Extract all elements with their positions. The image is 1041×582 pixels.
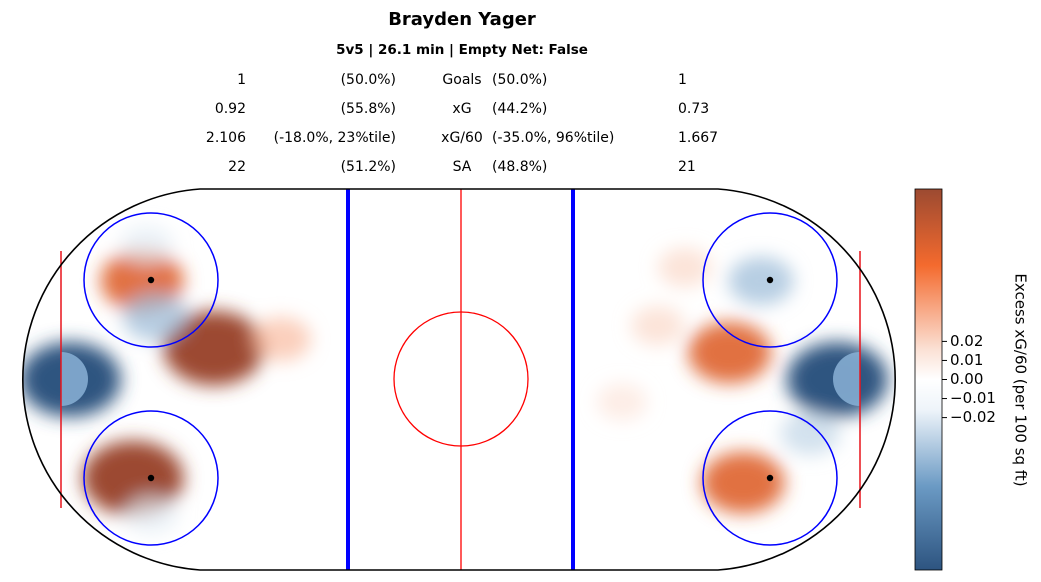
stat-left-value: 2.106 [205, 130, 246, 146]
colorbar-tick-label: 0.01 [950, 351, 983, 369]
colorbar: 0.020.010.00−0.01−0.02 [914, 188, 996, 571]
heatmap-hotspot [122, 292, 189, 341]
stat-row-sa: 22 (51.2%) SA (48.8%) 21 [0, 159, 924, 181]
faceoff-dot [766, 474, 774, 482]
heatmap-hotspot [124, 494, 178, 534]
stat-right-value: 1 [678, 72, 687, 88]
stat-left-pct: (55.8%) [340, 101, 396, 117]
stat-right-pct: (50.0%) [492, 72, 548, 88]
rink-boards [22, 188, 896, 571]
colorbar-label: Excess xG/60 (per 100 sq ft) [1012, 273, 1030, 486]
heatmap-hotspot [251, 317, 311, 362]
stat-left-value: 22 [228, 159, 246, 175]
center-circle [393, 311, 529, 447]
stat-left-pct: (50.0%) [340, 72, 396, 88]
right-goal-crease [833, 352, 860, 406]
faceoff-circle-right-bottom [702, 410, 838, 546]
colorbar-tick-label: −0.01 [950, 389, 996, 407]
colorbar-tick-label: 0.00 [950, 370, 983, 388]
stats-table: 1 (50.0%) Goals (50.0%) 1 0.92 (55.8%) x… [0, 72, 924, 188]
stat-left-value: 0.92 [214, 101, 246, 117]
stat-left-value: 1 [237, 72, 246, 88]
colorbar-tick-label: 0.02 [950, 332, 983, 350]
chart-subtitle: 5v5 | 26.1 min | Empty Net: False [336, 42, 588, 58]
stat-row-xg: 0.92 (55.8%) xG (44.2%) 0.73 [0, 101, 924, 123]
stat-row-xg60: 2.106 (-18.0%, 23%tile) xG/60 (-35.0%, 9… [0, 130, 924, 152]
rink-lines [22, 188, 896, 571]
heatmap-hotspot [658, 247, 712, 288]
faceoff-circle-left-bottom [83, 410, 219, 546]
heatmap-hotspot [780, 411, 841, 456]
stat-label: xG/60 [441, 130, 483, 146]
heatmap-hotspot [701, 451, 785, 514]
stat-row-goals: 1 (50.0%) Goals (50.0%) 1 [0, 72, 924, 94]
stat-right-pct: (48.8%) [492, 159, 548, 175]
chart-title: Brayden Yager [388, 9, 536, 30]
stat-label: Goals [442, 72, 482, 88]
faceoff-dot [147, 276, 155, 284]
stat-left-pct: (51.2%) [340, 159, 396, 175]
stat-right-pct: (44.2%) [492, 101, 548, 117]
faceoff-dot [766, 276, 774, 284]
stat-right-value: 0.73 [678, 101, 710, 117]
heatmap-hotspot [631, 305, 685, 346]
stat-label: SA [452, 159, 472, 175]
heatmap-hotspot [728, 256, 794, 306]
stat-label: xG [452, 101, 472, 117]
stat-left-pct: (-18.0%, 23%tile) [273, 130, 396, 146]
faceoff-dot [147, 474, 155, 482]
heatmap-layer [22, 225, 888, 534]
heatmap-hotspot [687, 321, 772, 384]
stat-right-value: 21 [678, 159, 696, 175]
faceoff-circle-left-top [83, 212, 219, 348]
faceoff-circle-right-top [702, 212, 838, 348]
heatmap-hotspot [596, 383, 648, 421]
colorbar-label-wrap: Excess xG/60 (per 100 sq ft) [990, 190, 1041, 570]
stat-right-pct: (-35.0%, 96%tile) [492, 130, 615, 146]
heatmap-hotspot [119, 225, 174, 265]
stat-right-value: 1.667 [678, 130, 719, 146]
heatmap-hotspot [163, 310, 265, 386]
colorbar-gradient [914, 188, 943, 571]
colorbar-tick-label: −0.02 [950, 408, 996, 426]
left-goal-crease [61, 352, 88, 406]
